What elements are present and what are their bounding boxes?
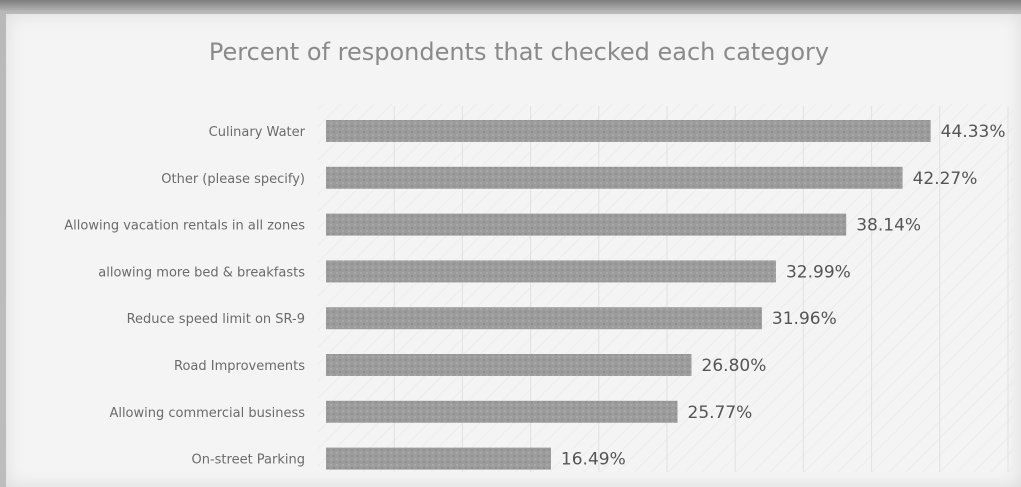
category-label: Reduce speed limit on SR-9 xyxy=(127,312,305,327)
chart-card: Percent of respondents that checked each… xyxy=(6,14,1021,487)
category-label: Allowing vacation rentals in all zones xyxy=(64,219,305,234)
data-label: 16.49% xyxy=(561,450,626,470)
bar xyxy=(326,447,551,470)
bar xyxy=(326,354,692,376)
category-label: allowing more bed & breakfasts xyxy=(98,265,305,280)
value-labels: 44.33% 42.27% 38.14% 32.99% 31.96% 26.80% 25.7… xyxy=(561,122,1006,470)
category-label: Allowing commercial business xyxy=(109,406,305,421)
bars xyxy=(326,120,931,470)
bar xyxy=(326,400,678,423)
category-label: On-street Parking xyxy=(191,453,305,468)
category-label: Other (please specify) xyxy=(161,172,305,187)
data-label: 26.80% xyxy=(702,356,767,376)
bar xyxy=(326,213,847,236)
category-label: Culinary Water xyxy=(209,125,306,140)
bar xyxy=(326,166,903,189)
bar xyxy=(326,120,931,142)
chart-title: Percent of respondents that checked each… xyxy=(209,38,829,66)
category-labels: Culinary Water Other (please specify) Allo… xyxy=(64,125,305,468)
data-label: 31.96% xyxy=(772,309,837,329)
data-label: 42.27% xyxy=(913,169,978,189)
data-label: 44.33% xyxy=(941,122,1006,142)
data-label: 32.99% xyxy=(786,262,851,282)
category-label: Road Improvements xyxy=(174,359,305,374)
data-label: 38.14% xyxy=(856,216,921,236)
bar-chart: Percent of respondents that checked each… xyxy=(64,38,1014,472)
bar xyxy=(326,260,776,283)
data-label: 25.77% xyxy=(688,403,753,423)
bar xyxy=(326,307,762,330)
